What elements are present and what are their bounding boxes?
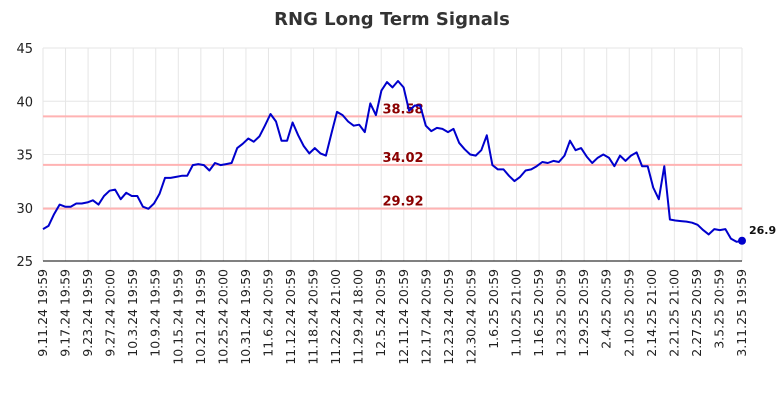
x-axis: 9.11.24 19:59 9.17.24 19:59 9.23.24 19:59 9… xyxy=(35,269,749,365)
x-tick-label: 10.9.24 19:59 xyxy=(148,269,163,357)
x-tick-label: 12.5.24 20:59 xyxy=(373,269,388,357)
x-tick-label: 11.18.24 20:59 xyxy=(306,269,321,365)
x-tick-label: 10.25.24 20:00 xyxy=(215,269,230,365)
y-axis: 25 30 35 40 45 xyxy=(16,42,33,270)
last-value: 26.9 xyxy=(738,224,776,245)
x-tick-label: 2.14.25 21:00 xyxy=(644,269,659,357)
y-tick-label: 35 xyxy=(16,149,33,164)
x-tick-label: 11.22.24 21:00 xyxy=(328,269,343,365)
x-tick-label: 3.5.25 20:59 xyxy=(711,269,726,349)
x-tick-label: 11.12.24 20:59 xyxy=(283,269,298,365)
x-tick-label: 1.6.25 20:59 xyxy=(486,269,501,349)
x-tick-label: 2.10.25 20:59 xyxy=(621,269,636,357)
x-tick-label: 2.4.25 20:59 xyxy=(599,269,614,349)
x-tick-label: 10.3.24 19:59 xyxy=(125,269,140,357)
y-tick-label: 25 xyxy=(16,255,33,270)
price-line xyxy=(42,80,743,243)
x-tick-label: 2.27.25 20:59 xyxy=(689,269,704,357)
x-tick-label: 10.31.24 19:59 xyxy=(238,269,253,365)
y-tick-label: 40 xyxy=(16,95,33,110)
x-tick-label: 12.30.24 20:59 xyxy=(463,269,478,365)
x-tick-label: 1.10.25 21:00 xyxy=(509,269,524,357)
x-tick-label: 2.21.25 21:00 xyxy=(666,269,681,357)
x-tick-label: 11.29.24 18:00 xyxy=(351,269,366,365)
x-tick-label: 12.23.24 20:59 xyxy=(441,269,456,365)
last-value-marker xyxy=(738,236,746,245)
last-value-label: 26.9 xyxy=(749,224,776,237)
series xyxy=(42,80,743,243)
x-tick-label: 1.29.25 20:59 xyxy=(576,269,591,357)
x-tick-label: 11.6.24 20:59 xyxy=(260,269,275,357)
x-tick-label: 9.17.24 19:59 xyxy=(58,269,73,357)
level-label: 34.02 xyxy=(382,151,423,166)
x-tick-label: 9.27.24 20:00 xyxy=(103,269,118,357)
level-label: 29.92 xyxy=(382,195,423,210)
x-tick-label: 3.11.25 19:59 xyxy=(734,269,749,357)
x-tick-label: 10.21.24 19:59 xyxy=(193,269,208,365)
x-tick-label: 1.16.25 20:59 xyxy=(531,269,546,357)
x-tick-label: 12.17.24 20:59 xyxy=(418,269,433,365)
x-tick-label: 9.11.24 19:59 xyxy=(35,269,50,357)
y-tick-label: 45 xyxy=(16,42,33,57)
x-tick-label: 12.11.24 20:59 xyxy=(396,269,411,365)
x-tick-label: 10.15.24 19:59 xyxy=(170,269,185,365)
chart-title: RNG Long Term Signals xyxy=(274,9,510,30)
x-tick-label: 1.23.25 20:59 xyxy=(554,269,569,357)
x-tick-label: 9.23.24 19:59 xyxy=(80,269,95,357)
y-tick-label: 30 xyxy=(16,202,33,217)
